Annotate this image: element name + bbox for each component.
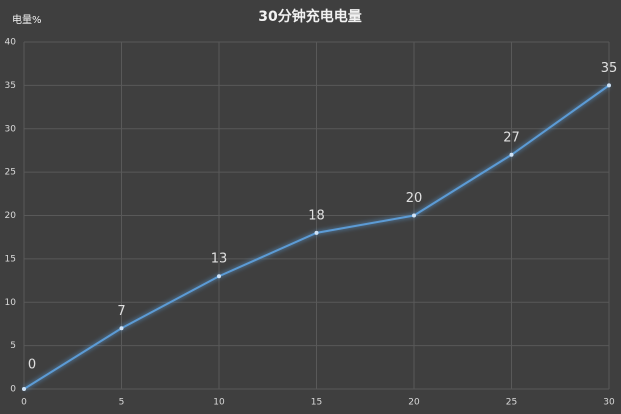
- y-tick-label: 25: [5, 168, 16, 178]
- y-tick-label: 10: [5, 298, 17, 308]
- x-tick-label: 20: [408, 398, 420, 408]
- x-tick-label: 0: [21, 398, 27, 408]
- data-label: 13: [211, 252, 228, 267]
- y-tick-label: 20: [5, 211, 17, 221]
- data-point: [607, 83, 611, 88]
- x-tick-label: 30: [603, 398, 615, 408]
- data-point: [22, 387, 26, 391]
- y-axis-label: 电量%: [12, 13, 42, 26]
- data-label: 27: [503, 130, 520, 145]
- x-tick-label: 10: [213, 398, 225, 408]
- data-label: 0: [28, 358, 36, 373]
- y-tick-label: 30: [5, 124, 17, 134]
- y-tick-label: 35: [5, 81, 16, 91]
- data-label: 35: [601, 61, 618, 76]
- data-point: [217, 274, 221, 279]
- x-tick-label: 25: [506, 398, 517, 408]
- y-tick-label: 15: [5, 254, 16, 264]
- y-tick-label: 40: [5, 38, 17, 48]
- y-tick-label: 0: [10, 385, 16, 395]
- data-label: 18: [308, 208, 325, 223]
- chart-title: 30分钟充电电量: [258, 8, 361, 25]
- data-point: [119, 326, 124, 331]
- y-tick-label: 5: [10, 341, 16, 351]
- data-label: 7: [117, 304, 125, 319]
- x-tick-label: 15: [311, 398, 322, 408]
- data-point: [509, 152, 514, 157]
- data-label: 20: [406, 191, 423, 206]
- data-point: [412, 213, 416, 218]
- data-point: [314, 230, 319, 235]
- x-tick-label: 5: [119, 398, 125, 408]
